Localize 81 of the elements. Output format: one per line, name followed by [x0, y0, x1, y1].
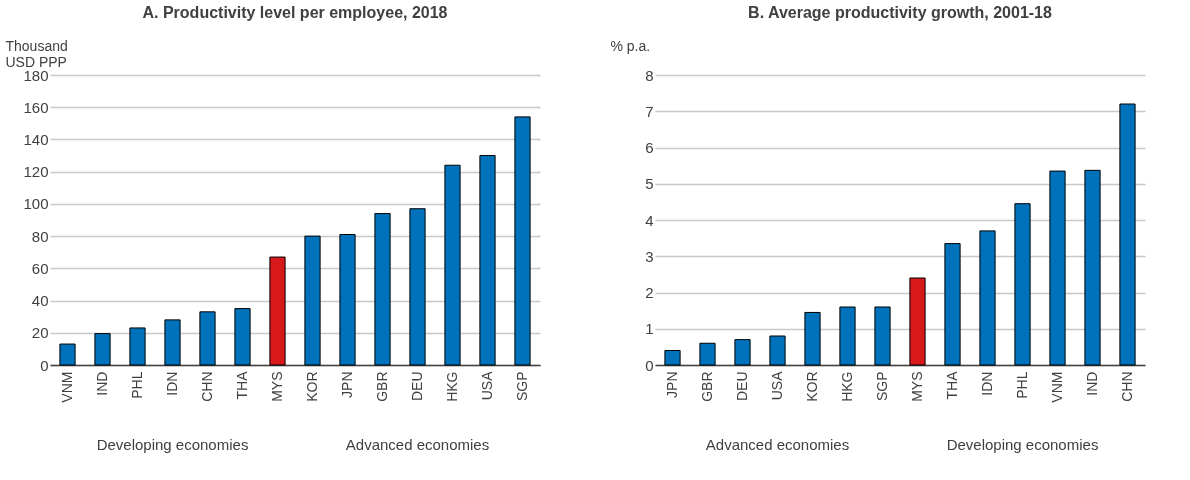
x-tick-label: MYS — [268, 371, 285, 402]
bar — [839, 306, 856, 366]
x-tick-label: MYS — [908, 371, 925, 402]
x-tick-label: PHL — [128, 371, 145, 399]
x-tick-label: JPN — [663, 371, 680, 398]
bar — [199, 311, 216, 366]
x-tick-label: IDN — [163, 371, 180, 396]
x-tick-label: CHN — [198, 371, 215, 402]
x-tick-label: VNM — [1048, 371, 1065, 403]
text: Developing economies — [946, 436, 1099, 453]
x-tick-label: IND — [93, 371, 110, 396]
bar — [234, 308, 251, 366]
y-tick-label: 3 — [645, 247, 654, 265]
bar — [1049, 170, 1066, 366]
bar — [804, 311, 821, 366]
bar — [479, 155, 496, 366]
y-tick-label: 60 — [31, 259, 49, 277]
bar — [909, 277, 926, 366]
bar — [409, 208, 426, 366]
x-tick-label: HKG — [443, 371, 460, 402]
x-tick-label: KOR — [303, 371, 320, 402]
x-tick-label: USA — [768, 370, 785, 401]
bar — [304, 235, 321, 366]
y-tick-label: 20 — [31, 324, 49, 342]
bar — [374, 213, 391, 366]
x-tick-label: USA — [478, 370, 495, 401]
y-tick-label: 80 — [31, 227, 49, 245]
bar — [444, 164, 461, 366]
text: Advanced economies — [705, 436, 850, 453]
y-tick-label: 4 — [645, 211, 654, 229]
x-tick-label: GBR — [698, 371, 715, 402]
bar — [94, 333, 111, 366]
x-tick-label: DEU — [408, 371, 425, 402]
bar — [699, 342, 716, 366]
bar — [769, 335, 786, 366]
text: Developing economies — [96, 436, 249, 453]
bar — [514, 116, 531, 366]
bar — [734, 339, 751, 366]
y-tick-label: 7 — [645, 102, 654, 120]
bar — [269, 256, 286, 366]
x-tick-label: VNM — [58, 371, 75, 403]
y-tick-label: 2 — [645, 284, 654, 301]
bar — [339, 234, 356, 366]
bar — [59, 343, 76, 366]
text: Advanced economies — [345, 436, 490, 453]
x-tick-label: JPN — [338, 371, 355, 398]
bar — [944, 243, 961, 366]
bar — [979, 230, 996, 366]
y-tick-label: 160 — [23, 98, 49, 116]
x-tick-label: IND — [1083, 371, 1100, 396]
bar — [1084, 169, 1101, 366]
bar — [1014, 203, 1031, 366]
x-tick-label: IDN — [978, 371, 995, 396]
y-tick-label: 1 — [645, 320, 654, 338]
y-tick-label: 100 — [23, 195, 49, 213]
x-tick-label: THA — [233, 370, 250, 400]
x-tick-label: SGP — [873, 371, 890, 402]
y-tick-label: 0 — [40, 356, 49, 374]
x-tick-label: CHN — [1118, 371, 1135, 402]
bar — [874, 306, 891, 366]
y-tick-label: 0 — [645, 356, 654, 374]
y-tick-label: 40 — [31, 292, 49, 310]
y-tick-label: 5 — [645, 175, 654, 193]
chart-title: A. Productivity level per employee, 2018 — [142, 4, 448, 21]
x-tick-label: KOR — [803, 371, 820, 402]
y-axis-title: % p.a. — [610, 37, 651, 54]
bar — [129, 327, 146, 366]
x-tick-label: DEU — [733, 371, 750, 402]
y-tick-label: 6 — [645, 139, 654, 156]
bar — [1119, 103, 1136, 366]
x-tick-label: GBR — [373, 371, 390, 402]
x-tick-label: THA — [943, 370, 960, 400]
chart-title: B. Average productivity growth, 2001-18 — [748, 4, 1052, 21]
y-tick-label: 140 — [23, 130, 49, 148]
y-tick-label: 8 — [645, 66, 654, 84]
bar — [664, 350, 681, 366]
x-tick-label: PHL — [1013, 371, 1030, 399]
x-tick-label: HKG — [838, 371, 855, 402]
y-tick-label: 120 — [23, 163, 49, 181]
x-tick-label: SGP — [513, 371, 530, 402]
bar — [164, 319, 181, 366]
